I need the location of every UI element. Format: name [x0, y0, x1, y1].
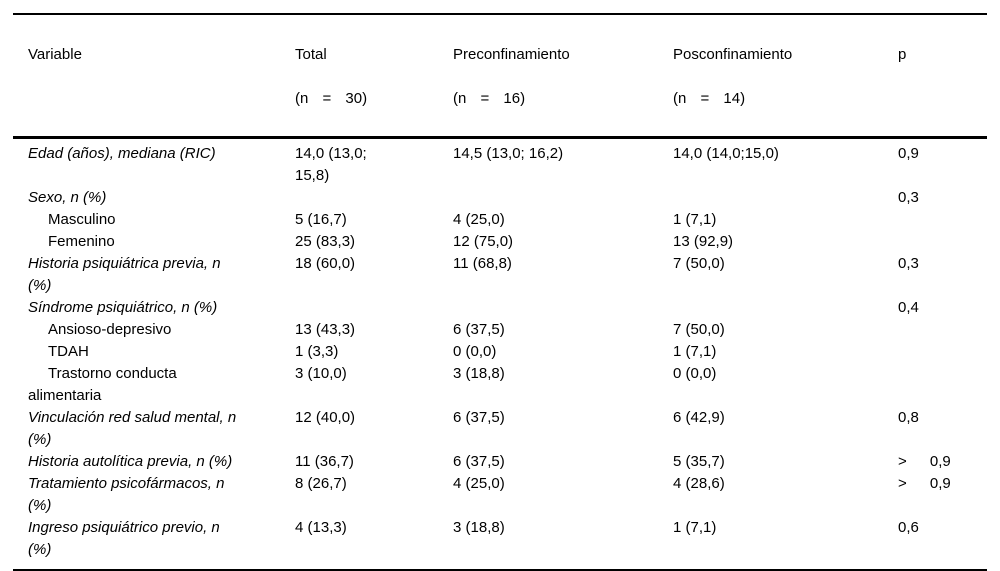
p-value-cell [898, 209, 987, 231]
variable-cell: Vinculación red salud mental, n (%) [28, 409, 237, 448]
total-cell: 13 (43,3) [295, 321, 356, 338]
preconfinamiento-cell: 4 (25,0) [453, 211, 505, 228]
posconfinamiento-cell: 13 (92,9) [673, 233, 734, 250]
variable-cell: Trastorno conducta alimentaria [28, 365, 177, 404]
posconfinamiento-cell: 7 (50,0) [673, 321, 725, 338]
preconfinamiento-cell: 11 (68,8) [453, 255, 512, 272]
total-cell: 3 (10,0) [295, 365, 347, 382]
variable-cell: Edad (años), mediana (RIC) [28, 145, 216, 162]
preconfinamiento-cell: 3 (18,8) [453, 519, 505, 536]
table-row: Masculino 5 (16,7) 4 (25,0) 1 (7,1) [13, 209, 987, 231]
posconfinamiento-cell: 6 (42,9) [673, 409, 725, 426]
posconfinamiento-cell [673, 297, 898, 319]
posconfinamiento-cell: 7 (50,0) [673, 255, 725, 272]
table-row: Femenino 25 (83,3) 12 (75,0) 13 (92,9) [13, 231, 987, 253]
total-cell: 11 (36,7) [295, 453, 354, 470]
total-cell [295, 297, 453, 319]
variable-cell: Tratamiento psicofármacos, n (%) [28, 475, 225, 514]
table-row: Ansioso-depresivo 13 (43,3) 6 (37,5) 7 (… [13, 319, 987, 341]
posconfinamiento-cell: 1 (7,1) [673, 211, 717, 228]
posconfinamiento-cell: 4 (28,6) [673, 475, 725, 492]
preconfinamiento-cell: 3 (18,8) [453, 365, 505, 382]
table-header-row: Variable Total (n = 30) Preconfinamiento… [13, 13, 987, 139]
table-row: Vinculación red salud mental, n (%) 12 (… [13, 407, 987, 451]
table-row: Trastorno conducta alimentaria 3 (10,0) … [13, 363, 987, 407]
p-value-cell [898, 363, 987, 407]
preconfinamiento-cell: 14,5 (13,0; 16,2) [453, 145, 564, 162]
preconfinamiento-cell: 6 (37,5) [453, 321, 505, 338]
p-value-cell: 0,6 [898, 519, 919, 536]
total-cell [295, 187, 453, 209]
total-cell: 25 (83,3) [295, 233, 356, 250]
table-row: TDAH 1 (3,3) 0 (0,0) 1 (7,1) [13, 341, 987, 363]
total-cell: 5 (16,7) [295, 211, 347, 228]
variable-cell: Historia psiquiátrica previa, n (%) [28, 255, 221, 294]
variable-cell: TDAH [48, 343, 89, 360]
column-header-label: Posconfinamiento [673, 46, 793, 63]
column-header-preconfinamiento: Preconfinamiento (n = 16) [453, 22, 673, 132]
total-cell: 8 (26,7) [295, 475, 347, 492]
column-header-variable: Variable [13, 22, 295, 132]
preconfinamiento-cell: 6 (37,5) [453, 453, 505, 470]
posconfinamiento-cell [673, 187, 898, 209]
column-header-label: Preconfinamiento [453, 46, 570, 63]
p-value-cell [898, 319, 987, 341]
p-value-cell: > 0,9 [898, 475, 951, 492]
total-cell: 1 (3,3) [295, 343, 339, 360]
total-cell: 12 (40,0) [295, 409, 356, 426]
column-header-label: Total [295, 46, 327, 63]
column-header-n: (n = 16) [453, 90, 526, 107]
column-header-n: (n = 14) [673, 90, 746, 107]
variable-cell: Masculino [48, 211, 116, 228]
table-body: Edad (años), mediana (RIC) 14,0 (13,0; 1… [13, 139, 987, 571]
posconfinamiento-cell: 1 (7,1) [673, 343, 717, 360]
variable-cell: Ingreso psiquiátrico previo, n (%) [28, 519, 220, 558]
statistics-table: Variable Total (n = 30) Preconfinamiento… [13, 13, 987, 571]
preconfinamiento-cell: 4 (25,0) [453, 475, 505, 492]
table-row: Historia psiquiátrica previa, n (%) 18 (… [13, 253, 987, 297]
variable-cell: Femenino [48, 233, 115, 250]
column-header-n: (n = 30) [295, 90, 368, 107]
p-value-cell: 0,3 [898, 189, 919, 206]
variable-cell: Síndrome psiquiátrico, n (%) [28, 299, 218, 316]
posconfinamiento-cell: 5 (35,7) [673, 453, 725, 470]
p-value-cell [898, 341, 987, 363]
posconfinamiento-cell: 1 (7,1) [673, 519, 717, 536]
variable-cell: Ansioso-depresivo [48, 321, 172, 338]
column-header-total: Total (n = 30) [295, 22, 453, 132]
total-cell: 18 (60,0) [295, 255, 356, 272]
column-header-label: p [898, 46, 907, 63]
p-value-cell: 0,8 [898, 409, 919, 426]
total-cell: 4 (13,3) [295, 519, 347, 536]
table-row: Ingreso psiquiátrico previo, n (%) 4 (13… [13, 517, 987, 561]
column-header-p: p [898, 22, 987, 132]
table-row: Sexo, n (%) 0,3 [13, 187, 987, 209]
preconfinamiento-cell [453, 297, 673, 319]
preconfinamiento-cell [453, 187, 673, 209]
posconfinamiento-cell: 14,0 (14,0;15,0) [673, 145, 779, 162]
p-value-cell: 0,9 [898, 145, 919, 162]
preconfinamiento-cell: 0 (0,0) [453, 343, 497, 360]
preconfinamiento-cell: 6 (37,5) [453, 409, 505, 426]
posconfinamiento-cell: 0 (0,0) [673, 365, 717, 382]
preconfinamiento-cell: 12 (75,0) [453, 233, 514, 250]
variable-cell: Sexo, n (%) [28, 189, 107, 206]
column-header-label: Variable [28, 46, 82, 63]
variable-cell: Historia autolítica previa, n (%) [28, 453, 233, 470]
p-value-cell: 0,4 [898, 299, 919, 316]
p-value-cell: > 0,9 [898, 453, 951, 470]
total-cell: 14,0 (13,0; 15,8) [295, 145, 367, 184]
p-value-cell [898, 231, 987, 253]
table-row: Tratamiento psicofármacos, n (%) 8 (26,7… [13, 473, 987, 517]
table-row: Edad (años), mediana (RIC) 14,0 (13,0; 1… [13, 143, 987, 187]
column-header-posconfinamiento: Posconfinamiento (n = 14) [673, 22, 898, 132]
table-row: Historia autolítica previa, n (%) 11 (36… [13, 451, 987, 473]
p-value-cell: 0,3 [898, 255, 919, 272]
table-row: Síndrome psiquiátrico, n (%) 0,4 [13, 297, 987, 319]
